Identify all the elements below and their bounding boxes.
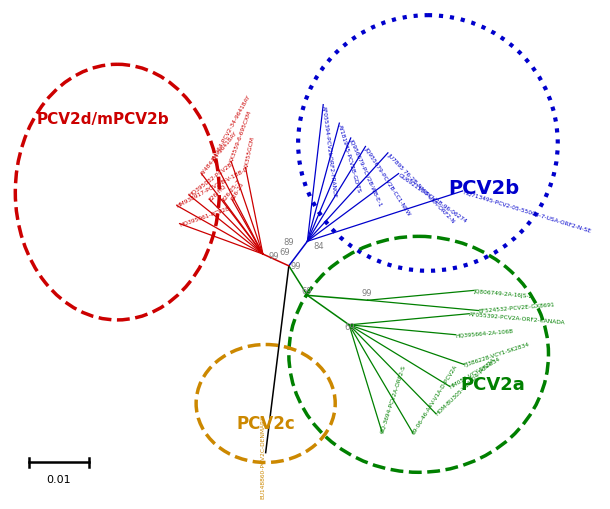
Text: HM938917-PCV2-B-V-1BB-L: HM938917-PCV2-B-V-1BB-L	[176, 166, 249, 208]
Text: JQ956679-PCV2B-WB-E-1: JQ956679-PCV2B-WB-E-1	[348, 138, 383, 207]
Text: HQ395664-2A-106B: HQ395664-2A-106B	[455, 327, 514, 337]
Text: 84: 84	[313, 242, 323, 250]
Text: FJ386228-VCY1-SK2834: FJ386228-VCY1-SK2834	[463, 341, 530, 367]
Text: JQ955679-PCV2B-CC1-NEW: JQ955679-PCV2B-CC1-NEW	[364, 146, 411, 216]
Text: GQ-3694-PCV2A-ORF2-S: GQ-3694-PCV2A-ORF2-S	[379, 363, 407, 433]
Text: JU7895 76-2B-NMB-USA-ORF2-N: JU7895 76-2B-NMB-USA-ORF2-N	[386, 152, 456, 223]
Text: PCV2d/mPCV2b: PCV2d/mPCV2b	[37, 111, 170, 127]
Text: GU692110-PCV2B-96-06274: GU692110-PCV2B-96-06274	[397, 172, 468, 224]
Text: 226-25: 226-25	[230, 181, 245, 201]
Text: HM053-VCY-SK2834: HM053-VCY-SK2834	[448, 355, 501, 389]
Text: FM964-PCV2-34-96418AY: FM964-PCV2-34-96418AY	[211, 94, 252, 161]
Text: 226-25-7: 226-25-7	[221, 178, 242, 202]
Text: PCV2c: PCV2c	[236, 414, 295, 432]
Text: EU148860-PCV2C-DENMARK: EU148860-PCV2C-DENMARK	[260, 414, 266, 498]
Text: PCV2a: PCV2a	[461, 375, 525, 393]
Text: KX3559-6-695CXM: KX3559-6-695CXM	[229, 110, 253, 163]
Text: 99: 99	[268, 251, 279, 261]
Text: 0.01: 0.01	[46, 474, 71, 485]
Text: KX355GCM: KX355GCM	[243, 135, 255, 168]
Text: EF524532-PCV2E-GX8691: EF524532-PCV2E-GX8691	[478, 302, 555, 314]
Text: AY181945-PCV2B-GD-TS: AY181945-PCV2B-GD-TS	[337, 123, 361, 193]
Text: AF055392-PCV2A-ORF2-CANADA: AF055392-PCV2A-ORF2-CANADA	[469, 312, 565, 325]
Text: HQ395032-PCV2B: HQ395032-PCV2B	[187, 161, 233, 197]
Text: HQ713495-PCV2-05-55004-7-USA-ORF2-N-SE: HQ713495-PCV2-05-55004-7-USA-ORF2-N-SE	[462, 189, 592, 233]
Text: 69: 69	[301, 287, 312, 296]
Text: PCV2b: PCV2b	[448, 178, 519, 197]
Text: 226-HQ: 226-HQ	[208, 183, 228, 202]
Text: AY484-34-96418AY: AY484-34-96418AY	[199, 130, 239, 176]
Text: 99: 99	[361, 289, 371, 298]
Text: 69: 69	[345, 322, 355, 331]
Text: HQ395061-PCV2B: HQ395061-PCV2B	[179, 205, 231, 227]
Text: 69-06-46-A4V-V1A-D-PCV2A: 69-06-46-A4V-V1A-D-PCV2A	[411, 363, 458, 435]
Text: 69: 69	[279, 247, 290, 257]
Text: HOM-BU305-V1A-D4-PCV2A: HOM-BU305-V1A-D4-PCV2A	[434, 356, 496, 416]
Text: AF055394-PCV2bORF2-FRANCE: AF055394-PCV2bORF2-FRANCE	[321, 105, 337, 197]
Text: 99: 99	[291, 261, 301, 270]
Text: JQ806749-2A-16JS-2: JQ806749-2A-16JS-2	[474, 288, 533, 298]
Text: 89: 89	[284, 238, 295, 247]
